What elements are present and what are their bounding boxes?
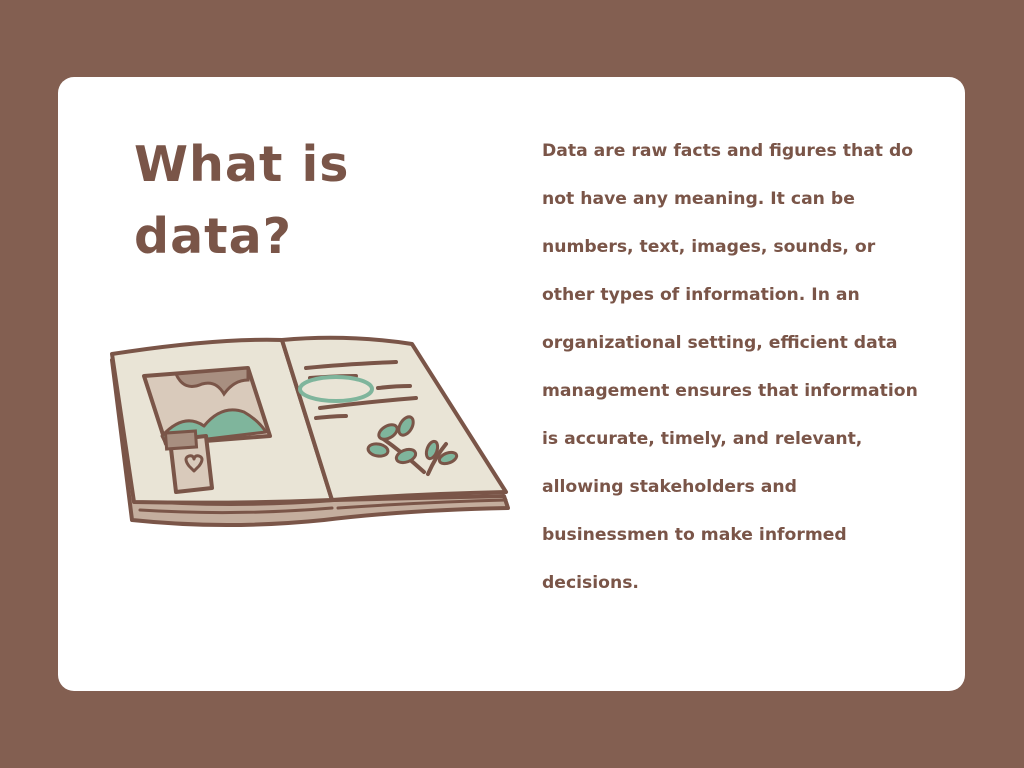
slide-card: What is data? Data are	[58, 77, 965, 691]
slide-title: What is data?	[134, 136, 350, 265]
open-book-icon	[110, 335, 510, 527]
slide-body-text: Data are raw facts and figures that do n…	[542, 141, 918, 593]
